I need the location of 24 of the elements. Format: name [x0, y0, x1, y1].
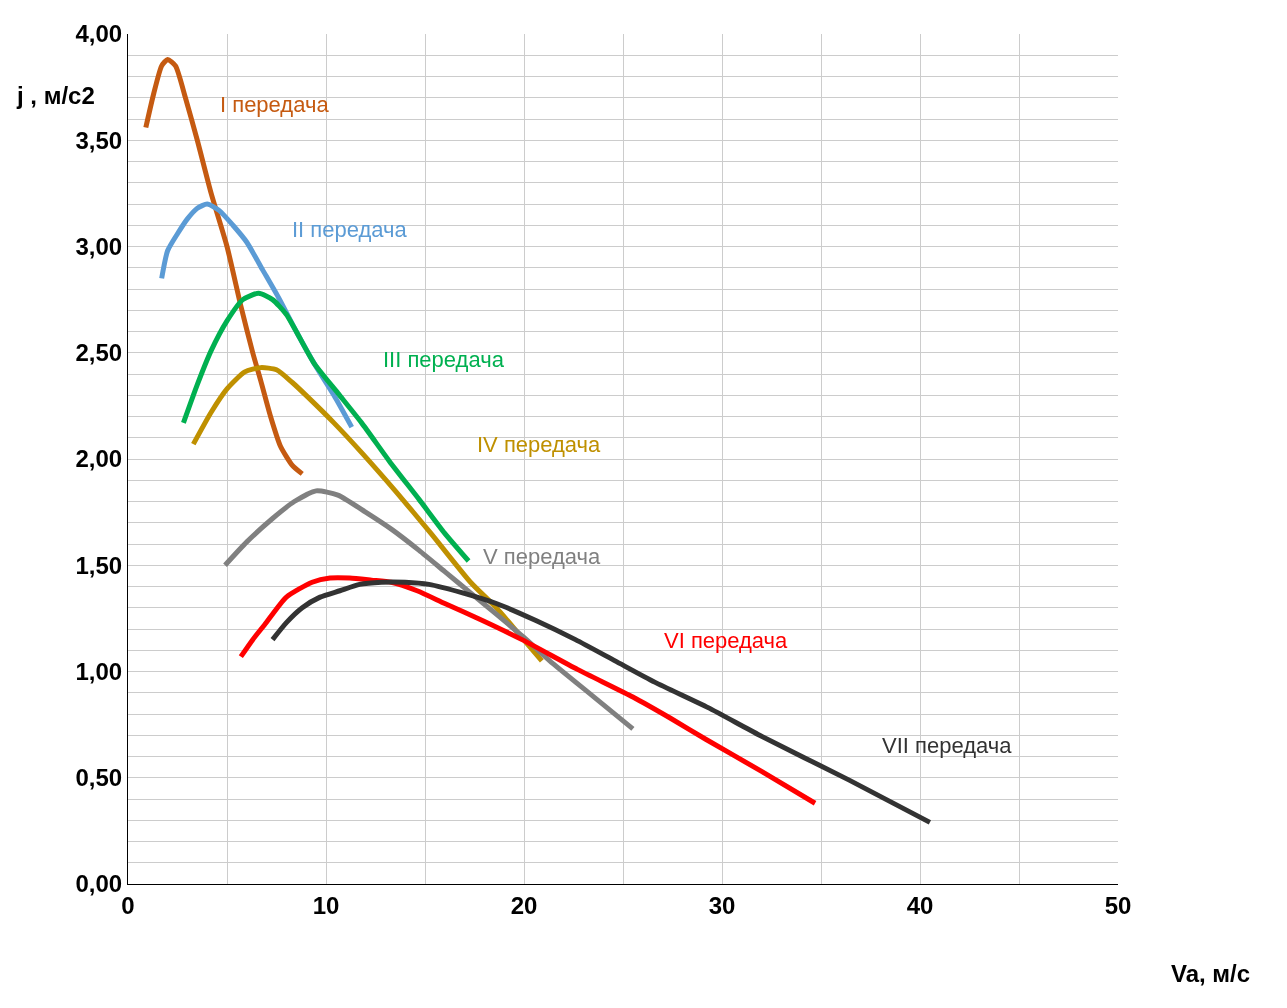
x-tick-label: 0	[121, 891, 135, 919]
text: III передача	[383, 347, 505, 372]
y-tick-label: 1,50	[75, 551, 123, 579]
x-tick-label: 40	[906, 891, 934, 919]
y-axis-title: j , м/с2	[16, 82, 95, 109]
y-tick-label: 0,00	[75, 870, 123, 898]
y-tick-label: 3,50	[75, 126, 123, 154]
x-tick-label: 50	[1104, 891, 1132, 919]
series-label: II передача	[292, 217, 408, 242]
x-tick-label: 10	[312, 891, 340, 919]
y-tick-label: 3,00	[75, 232, 123, 260]
series-label: I передача	[220, 92, 330, 117]
y-tick-label: 0,50	[75, 764, 123, 792]
y-tick-label: 1,00	[75, 657, 123, 685]
y-tick-label: 2,50	[75, 339, 123, 367]
y-tick-label: 2,00	[75, 445, 123, 473]
series-label: VII передача	[882, 733, 1013, 758]
series-label: V передача	[483, 544, 601, 569]
text: VI передача	[664, 628, 789, 653]
x-axis-title: Va, м/с	[1171, 960, 1251, 987]
x-tick-label: 20	[510, 891, 538, 919]
text: IV передача	[477, 432, 602, 457]
y-tick-label: 4,00	[75, 20, 123, 48]
x-tick-label: 30	[708, 891, 736, 919]
